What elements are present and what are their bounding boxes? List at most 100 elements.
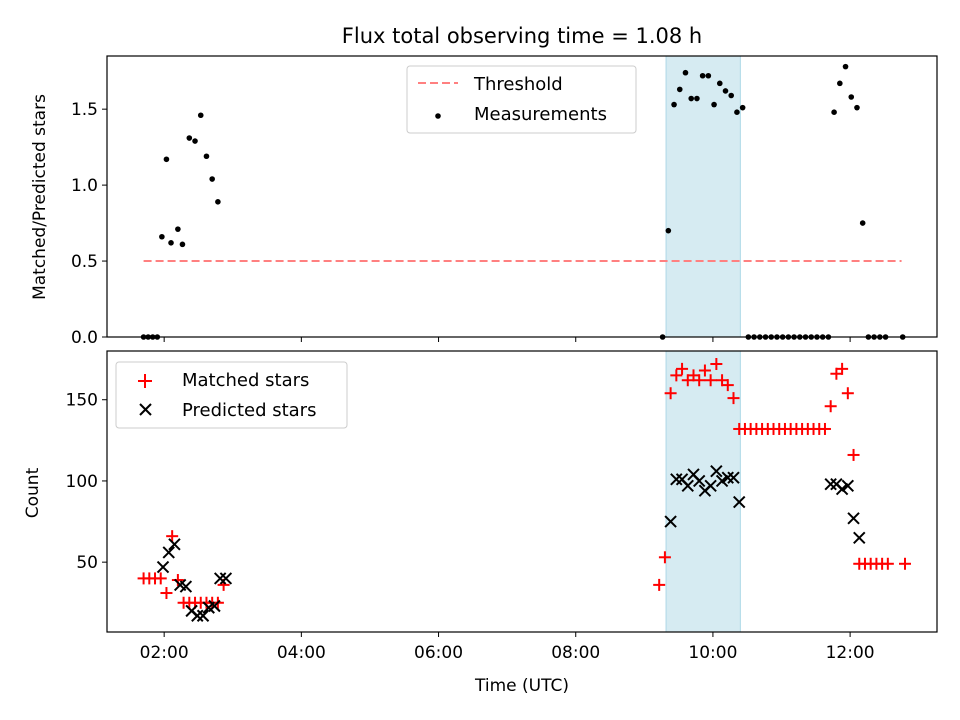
count-panel-frame [106,350,938,633]
predicted-star-point [219,572,233,585]
predicted-star-point [692,474,706,488]
measurement-point [722,88,729,94]
predicted-star-point [162,546,175,559]
legend-measurements-label: Measurements [474,104,607,125]
xtick-label: 02:00 [140,643,189,663]
matched-star-point [721,379,734,392]
ratio-ytick-label: 1.5 [71,100,98,120]
measurement-point [179,241,186,248]
predicted-star-point [168,538,181,551]
measurement-point [203,153,210,160]
matched-star-point [693,374,706,387]
predicted-star-point [213,572,227,585]
measurement-point [159,233,165,240]
measurement-point [716,80,723,87]
matched-star-point [881,557,894,570]
measurement-point [168,240,174,246]
legend-predicted-swatch [139,403,152,416]
count-legend: Matched stars Predicted stars [115,361,348,429]
predicted-star-point [664,515,677,528]
predicted-star-point [704,479,717,493]
measurement-point [671,101,677,108]
measurement-point [739,104,746,111]
measurement-point [842,63,849,70]
measurement-point [711,101,717,108]
matched-star-point [727,392,740,405]
predicted-star-point [208,599,221,613]
count-ytick-label: 50 [76,553,98,573]
measurement-point [848,94,855,100]
matched-star-point [676,362,689,375]
measurement-point [215,199,221,205]
matched-star-point [160,587,173,600]
measurement-point [734,109,740,115]
count-ytick-label: 150 [66,391,98,411]
chart-title: Flux total observing time = 1.08 h [342,24,702,48]
legend-measurements-swatch [435,113,441,119]
matched-star-point [653,578,666,591]
predicted-star-point [727,471,740,484]
predicted-star-point [733,495,746,509]
matched-star-point [664,387,677,400]
count-ytick-label: 100 [66,472,98,492]
predicted-star-point [841,479,855,493]
measurement-point [699,72,706,79]
ratio-ytick-label: 0.0 [71,328,98,348]
matched-star-point [166,530,179,543]
predicted-star-point [179,580,193,593]
legend-matched-swatch [138,374,152,388]
ratio-legend: Threshold Measurements [406,65,637,134]
measurement-point [676,86,683,93]
ratio-y-axis-label: Matched/Predicted stars [30,94,50,300]
measurement-point [209,176,215,182]
legend-predicted-label: Predicted stars [182,400,316,421]
measurement-point [705,72,712,79]
matched-star-point [710,357,723,370]
measurement-point [682,69,689,76]
measurement-point [854,104,860,111]
matched-star-point [704,374,717,387]
measurement-point [197,112,204,119]
predicted-star-point [191,609,204,622]
matched-star-point [847,448,860,461]
x-axis-label: Time (UTC) [474,676,569,696]
predicted-star-point [853,531,866,544]
predicted-star-point [196,609,210,622]
predicted-star-point [715,474,729,488]
matched-star-point [898,557,911,570]
matched-star-point [698,364,711,377]
ratio-panel-frame [106,55,938,338]
predicted-star-point [835,482,849,496]
xtick-label: 10:00 [688,643,737,663]
measurement-point [163,156,170,163]
matched-star-point [670,369,683,382]
ratio-panel: 0.0 0.5 1.0 1.5 Matched/Predicted stars Thr… [30,55,938,348]
measurement-point [186,135,193,141]
measurement-point [694,95,700,102]
measurement-point [192,138,198,144]
legend-matched-label: Matched stars [182,370,309,391]
matched-star-point [818,422,831,435]
xtick-label: 04:00 [277,643,326,663]
count-y-axis-label: Count [23,467,43,518]
matched-star-point [824,400,837,413]
predicted-star-point [847,512,860,525]
matched-star-point [836,362,849,375]
measurement-point [831,109,837,115]
legend-threshold-label: Threshold [473,74,563,95]
matched-star-point [154,572,167,585]
xtick-label: 08:00 [551,643,600,663]
measurement-point [665,227,672,234]
matched-star-point [658,551,671,564]
ratio-ytick-label: 1.0 [71,176,98,196]
predicted-star-point [156,560,170,574]
predicted-star-point [721,471,734,484]
measurement-point [837,80,843,87]
measurement-point [859,220,866,226]
matched-star-point [841,387,854,400]
predicted-star-point [710,464,723,478]
measurement-point [728,92,735,99]
predicted-star-point [670,473,683,486]
